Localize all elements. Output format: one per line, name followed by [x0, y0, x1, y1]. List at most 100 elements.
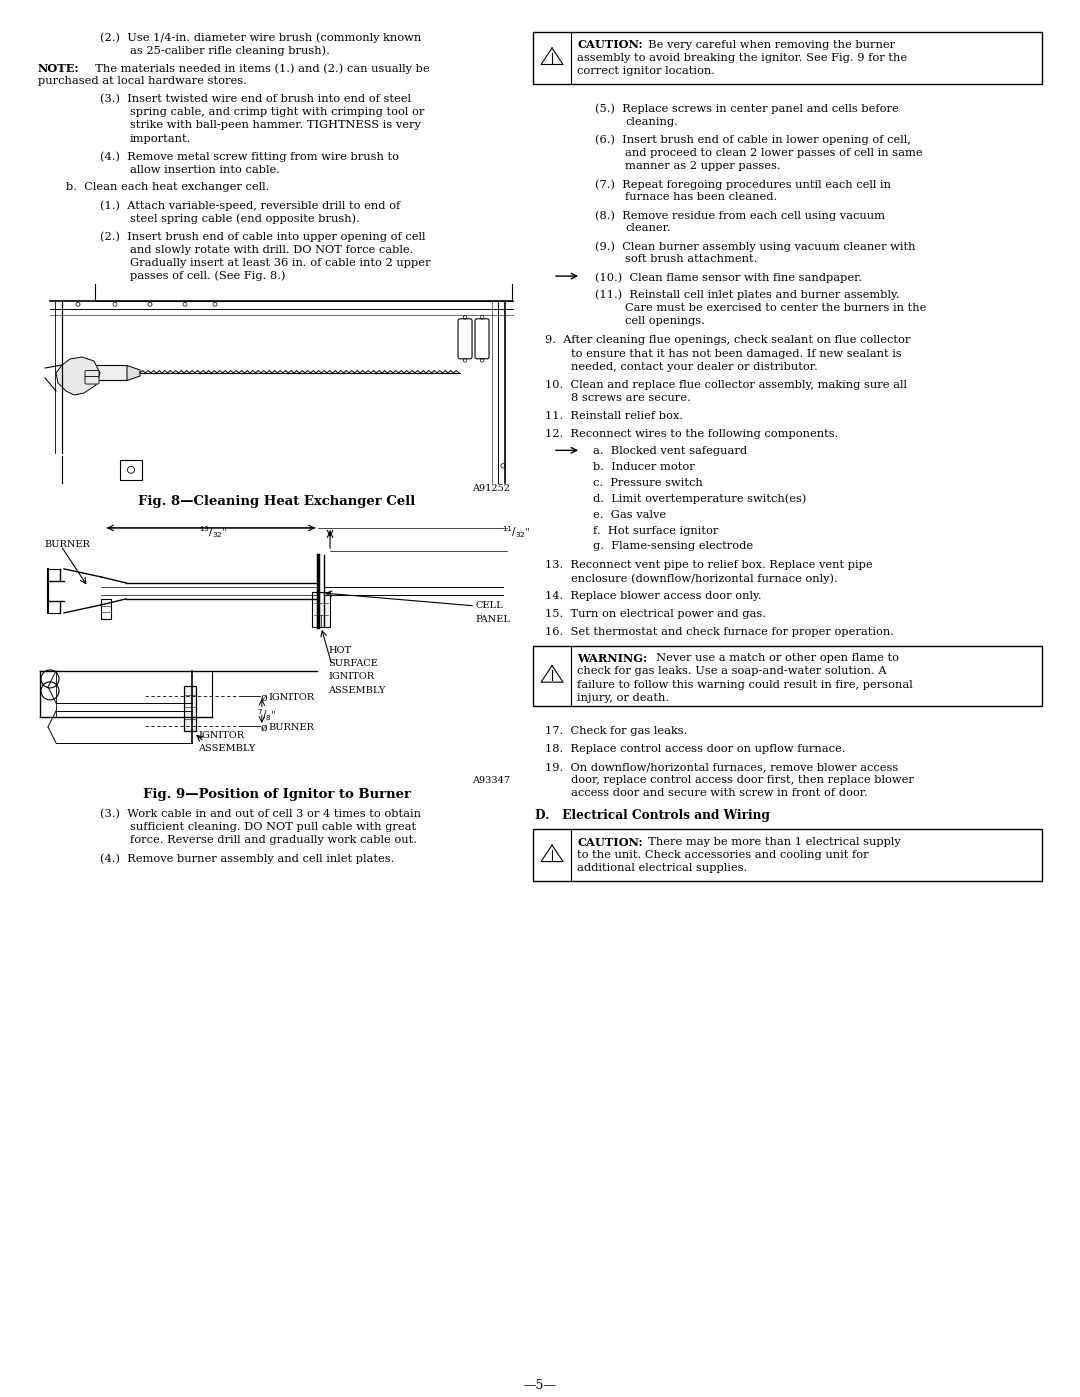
- Text: and slowly rotate with drill. DO NOT force cable.: and slowly rotate with drill. DO NOT for…: [130, 244, 414, 254]
- Text: ø: ø: [260, 693, 268, 703]
- Text: A93347: A93347: [472, 775, 510, 785]
- FancyBboxPatch shape: [85, 377, 99, 384]
- Text: (3.)  Work cable in and out of cell 3 or 4 times to obtain: (3.) Work cable in and out of cell 3 or …: [100, 809, 421, 820]
- Text: and proceed to clean 2 lower passes of cell in same: and proceed to clean 2 lower passes of c…: [625, 148, 922, 158]
- Text: 10.  Clean and replace flue collector assembly, making sure all: 10. Clean and replace flue collector ass…: [545, 380, 907, 390]
- Text: (3.)  Insert twisted wire end of brush into end of steel: (3.) Insert twisted wire end of brush in…: [100, 94, 411, 105]
- Text: cleaner.: cleaner.: [625, 224, 671, 233]
- Text: sufficient cleaning. DO NOT pull cable with great: sufficient cleaning. DO NOT pull cable w…: [130, 823, 416, 833]
- Text: spring cable, and crimp tight with crimping tool or: spring cable, and crimp tight with crimp…: [130, 108, 424, 117]
- Text: check for gas leaks. Use a soap-and-water solution. A: check for gas leaks. Use a soap-and-wate…: [577, 666, 887, 676]
- Text: 13.  Reconnect vent pipe to relief box. Replace vent pipe: 13. Reconnect vent pipe to relief box. R…: [545, 560, 873, 570]
- Text: CAUTION:: CAUTION:: [577, 39, 643, 50]
- Text: 9.  After cleaning flue openings, check sealant on flue collector: 9. After cleaning flue openings, check s…: [545, 335, 910, 345]
- Text: Fig. 9—Position of Ignitor to Burner: Fig. 9—Position of Ignitor to Burner: [143, 788, 410, 800]
- Text: IGNITOR: IGNITOR: [269, 693, 315, 701]
- Text: d.  Limit overtemperature switch(es): d. Limit overtemperature switch(es): [593, 495, 807, 504]
- Text: (7.)  Repeat foregoing procedures until each cell in: (7.) Repeat foregoing procedures until e…: [595, 179, 891, 190]
- Text: (10.)  Clean flame sensor with fine sandpaper.: (10.) Clean flame sensor with fine sandp…: [595, 272, 862, 282]
- Text: needed, contact your dealer or distributor.: needed, contact your dealer or distribut…: [571, 362, 818, 372]
- Bar: [312, 592, 330, 627]
- Text: b.  Inducer motor: b. Inducer motor: [593, 462, 694, 472]
- Text: furnace has been cleaned.: furnace has been cleaned.: [625, 193, 778, 203]
- Text: a.  Blocked vent safeguard: a. Blocked vent safeguard: [593, 446, 747, 457]
- Text: 14.  Replace blower access door only.: 14. Replace blower access door only.: [545, 591, 761, 601]
- Text: cleaning.: cleaning.: [625, 117, 678, 127]
- Polygon shape: [127, 366, 140, 380]
- Text: Never use a match or other open flame to: Never use a match or other open flame to: [649, 654, 899, 664]
- Text: D.   Electrical Controls and Wiring: D. Electrical Controls and Wiring: [535, 809, 770, 821]
- Text: (5.)  Replace screws in center panel and cells before: (5.) Replace screws in center panel and …: [595, 103, 899, 115]
- Text: door, replace control access door first, then replace blower: door, replace control access door first,…: [571, 775, 914, 785]
- Text: $^7/_8$": $^7/_8$": [257, 707, 276, 722]
- Text: ASSEMBLY: ASSEMBLY: [328, 686, 386, 694]
- Text: $^{11}/_{32}$": $^{11}/_{32}$": [502, 524, 530, 539]
- Text: (6.)  Insert brush end of cable in lower opening of cell,: (6.) Insert brush end of cable in lower …: [595, 136, 910, 145]
- Text: Fig. 8—Cleaning Heat Exchanger Cell: Fig. 8—Cleaning Heat Exchanger Cell: [138, 495, 415, 507]
- Text: BURNER: BURNER: [269, 722, 314, 732]
- Text: allow insertion into cable.: allow insertion into cable.: [130, 165, 280, 175]
- Text: SURFACE: SURFACE: [328, 659, 378, 668]
- Bar: [92, 366, 127, 380]
- Text: failure to follow this warning could result in fire, personal: failure to follow this warning could res…: [577, 679, 913, 690]
- Text: There may be more than 1 electrical supply: There may be more than 1 electrical supp…: [642, 837, 901, 847]
- Text: e.  Gas valve: e. Gas valve: [593, 510, 666, 520]
- Text: 8 screws are secure.: 8 screws are secure.: [571, 393, 691, 402]
- Text: PANEL: PANEL: [475, 616, 510, 624]
- Bar: [102, 599, 111, 619]
- Bar: [534, 828, 1042, 882]
- Text: correct ignitor location.: correct ignitor location.: [577, 66, 715, 75]
- Text: soft brush attachment.: soft brush attachment.: [625, 254, 757, 264]
- Text: 17.  Check for gas leaks.: 17. Check for gas leaks.: [545, 726, 687, 736]
- Text: (8.)  Remove residue from each cell using vacuum: (8.) Remove residue from each cell using…: [595, 210, 885, 221]
- Text: to the unit. Check accessories and cooling unit for: to the unit. Check accessories and cooli…: [577, 849, 868, 859]
- Text: HOT: HOT: [328, 645, 351, 655]
- Text: $^{13}/_{32}$": $^{13}/_{32}$": [199, 524, 228, 539]
- Text: IGNITOR: IGNITOR: [328, 672, 374, 682]
- Text: (4.)  Remove metal screw fitting from wire brush to: (4.) Remove metal screw fitting from wir…: [100, 151, 399, 162]
- Text: ø: ø: [260, 722, 268, 733]
- Text: (4.)  Remove burner assembly and cell inlet plates.: (4.) Remove burner assembly and cell inl…: [100, 854, 394, 863]
- Text: purchased at local hardware stores.: purchased at local hardware stores.: [38, 77, 247, 87]
- Text: CELL: CELL: [475, 601, 503, 610]
- Text: cell openings.: cell openings.: [625, 316, 705, 327]
- Text: NOTE:: NOTE:: [38, 63, 80, 74]
- Text: injury, or death.: injury, or death.: [577, 693, 670, 703]
- Bar: [534, 32, 1042, 84]
- Text: b.  Clean each heat exchanger cell.: b. Clean each heat exchanger cell.: [66, 183, 269, 193]
- Text: (9.)  Clean burner assembly using vacuum cleaner with: (9.) Clean burner assembly using vacuum …: [595, 242, 916, 251]
- Text: Care must be exercised to center the burners in the: Care must be exercised to center the bur…: [625, 303, 927, 313]
- Text: 15.  Turn on electrical power and gas.: 15. Turn on electrical power and gas.: [545, 609, 766, 619]
- Text: force. Reverse drill and gradually work cable out.: force. Reverse drill and gradually work …: [130, 835, 417, 845]
- Text: CAUTION:: CAUTION:: [577, 837, 643, 848]
- Text: Be very careful when removing the burner: Be very careful when removing the burner: [642, 39, 895, 49]
- Text: (11.)  Reinstall cell inlet plates and burner assembly.: (11.) Reinstall cell inlet plates and bu…: [595, 291, 900, 300]
- Text: 12.  Reconnect wires to the following components.: 12. Reconnect wires to the following com…: [545, 429, 838, 439]
- Bar: [534, 645, 1042, 705]
- Text: A91252: A91252: [472, 483, 510, 493]
- Text: 11.  Reinstall relief box.: 11. Reinstall relief box.: [545, 411, 683, 420]
- Text: ASSEMBLY: ASSEMBLY: [198, 745, 256, 753]
- Text: 16.  Set thermostat and check furnace for proper operation.: 16. Set thermostat and check furnace for…: [545, 626, 894, 637]
- Text: enclosure (downflow/horizontal furnace only).: enclosure (downflow/horizontal furnace o…: [571, 573, 838, 584]
- Text: (2.)  Insert brush end of cable into upper opening of cell: (2.) Insert brush end of cable into uppe…: [100, 232, 426, 242]
- Text: g.  Flame-sensing electrode: g. Flame-sensing electrode: [593, 542, 753, 552]
- Text: (1.)  Attach variable-speed, reversible drill to end of: (1.) Attach variable-speed, reversible d…: [100, 200, 401, 211]
- Text: WARNING:: WARNING:: [577, 654, 647, 664]
- Text: 19.  On downflow/horizontal furnaces, remove blower access: 19. On downflow/horizontal furnaces, rem…: [545, 761, 899, 771]
- Text: additional electrical supplies.: additional electrical supplies.: [577, 863, 747, 873]
- Text: BURNER: BURNER: [44, 539, 90, 549]
- Text: c.  Pressure switch: c. Pressure switch: [593, 478, 703, 488]
- Text: strike with ball-peen hammer. TIGHTNESS is very: strike with ball-peen hammer. TIGHTNESS …: [130, 120, 421, 130]
- Bar: [184, 686, 195, 731]
- Text: IGNITOR: IGNITOR: [198, 731, 244, 740]
- Text: The materials needed in items (1.) and (2.) can usually be: The materials needed in items (1.) and (…: [87, 63, 430, 74]
- Text: access door and secure with screw in front of door.: access door and secure with screw in fro…: [571, 788, 868, 798]
- Text: as 25-caliber rifle cleaning brush).: as 25-caliber rifle cleaning brush).: [130, 45, 329, 56]
- Text: manner as 2 upper passes.: manner as 2 upper passes.: [625, 161, 781, 172]
- Text: to ensure that it has not been damaged. If new sealant is: to ensure that it has not been damaged. …: [571, 349, 902, 359]
- Text: Gradually insert at least 36 in. of cable into 2 upper: Gradually insert at least 36 in. of cabl…: [130, 257, 431, 268]
- Text: important.: important.: [130, 134, 191, 144]
- Text: —5—: —5—: [524, 1379, 556, 1391]
- Bar: [120, 460, 141, 479]
